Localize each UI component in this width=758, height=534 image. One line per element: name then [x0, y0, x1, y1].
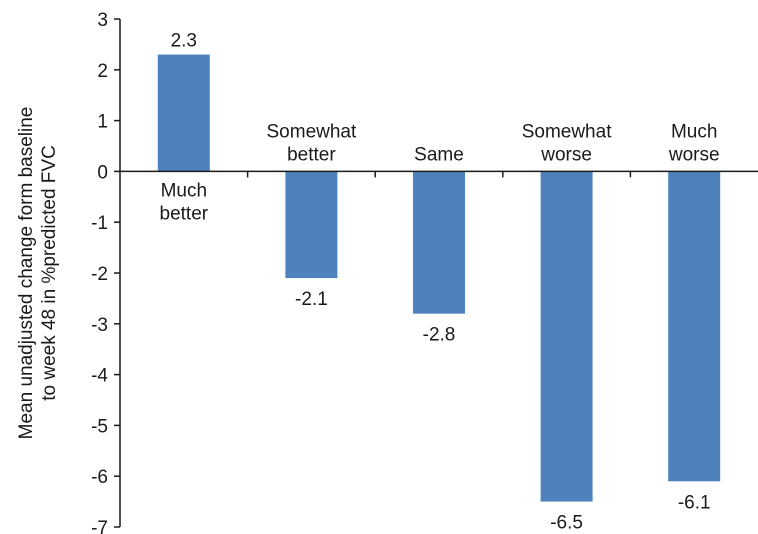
y-tick-label: -2: [91, 264, 108, 285]
y-axis-title-line: to week 48 in %predicted FVC: [39, 145, 60, 401]
y-axis-title-text: Mean unadjusted change form baseline to w…: [16, 107, 60, 440]
category-label-line: Somewhat: [522, 121, 612, 142]
y-tick-label: -6: [91, 467, 108, 488]
y-tick-label: -5: [91, 416, 108, 437]
category-label-line: better: [160, 203, 209, 224]
bar: [285, 171, 338, 279]
y-tick-label: -4: [91, 366, 108, 387]
value-label: -6.5: [550, 513, 583, 534]
y-axis-ticks: 3 2 1 0 -1 -2 -3 -4 -5 -6 -7: [91, 10, 120, 534]
bar: [413, 171, 465, 314]
category-label: Much better: [160, 180, 209, 224]
y-axis-title: Mean unadjusted change form baseline to w…: [16, 107, 60, 440]
y-tick-label: -1: [91, 213, 108, 234]
category-label-line: Somewhat: [267, 121, 357, 142]
category-label: Somewhat worse: [522, 121, 612, 165]
bars: [157, 54, 721, 502]
category-label-line: better: [287, 144, 336, 165]
value-label: -2.1: [295, 289, 328, 310]
value-label: -6.1: [678, 492, 711, 513]
category-label-line: Same: [414, 144, 464, 165]
y-tick-label: 1: [97, 112, 108, 133]
category-label: Somewhat better: [267, 121, 357, 165]
category-label-line: worse: [668, 144, 720, 165]
y-axis-title-line: Mean unadjusted change form baseline: [16, 107, 37, 440]
category-label-line: worse: [540, 144, 592, 165]
y-tick-label: 2: [97, 61, 108, 82]
value-label: -2.8: [423, 325, 456, 346]
category-label: Same: [414, 144, 464, 165]
bar: [668, 171, 721, 482]
y-tick-label: -7: [91, 518, 108, 534]
category-label-line: Much: [161, 180, 207, 201]
bar: [540, 171, 593, 502]
y-tick-label: 0: [97, 162, 108, 183]
y-tick-label: 3: [97, 10, 108, 31]
y-tick-label: -3: [91, 315, 108, 336]
value-label: 2.3: [171, 31, 197, 52]
bar: [157, 54, 210, 172]
category-label: Much worse: [668, 121, 720, 165]
axes: [119, 19, 758, 527]
category-label-line: Much: [671, 121, 717, 142]
